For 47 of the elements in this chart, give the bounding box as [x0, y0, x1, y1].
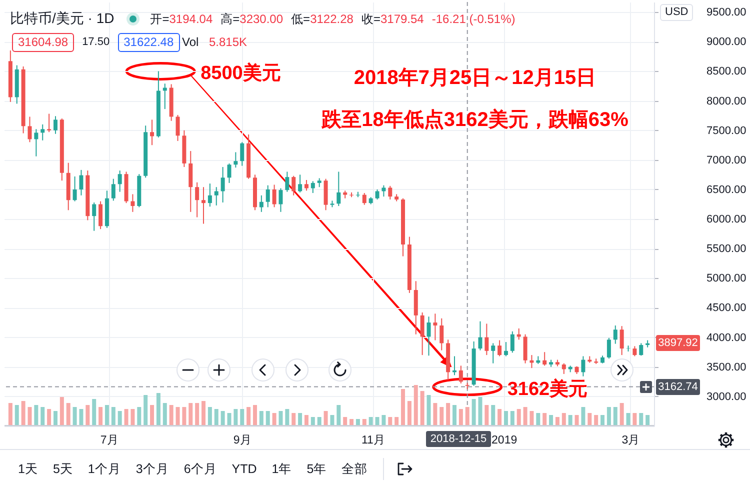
annotation: 跌至18年低点3162美元，跌幅63%	[322, 108, 628, 132]
text: 1个月	[88, 460, 121, 478]
annotation: 17.50	[82, 36, 110, 48]
y-tick-label: 7500.00	[706, 124, 746, 137]
y-tick-label: 4000.00	[706, 332, 746, 344]
y-tick-label: 8000.00	[706, 95, 746, 108]
y-tick-label: 6500.00	[706, 184, 746, 196]
text: 全部	[342, 460, 368, 478]
y-tick-label: 9000.00	[706, 36, 746, 48]
annotation: 低=3122.28	[291, 12, 354, 26]
x-tick-label: 3月	[622, 434, 640, 446]
annotation: 8500美元	[200, 63, 281, 86]
chart-title: Vol	[182, 35, 199, 49]
price-field: 31604.98	[12, 32, 74, 52]
y-tick-label: 7000.00	[706, 154, 746, 166]
price-field: 31622.48	[118, 32, 180, 52]
ref-line-label: 3162.74	[656, 378, 700, 395]
text: 6个月	[184, 460, 217, 478]
y-tick-label: 4500.00	[706, 302, 746, 314]
text: 5天	[52, 460, 73, 478]
x-tick-label: 2019	[492, 434, 518, 446]
ref-line-label: 2018-12-15	[426, 431, 491, 447]
y-tick-label: 5500.00	[706, 243, 746, 256]
x-tick-label: 9月	[233, 434, 252, 446]
annotation: 收=3179.54	[361, 12, 424, 26]
y-tick-label: 8500.00	[706, 66, 746, 78]
annotation: 3897.92	[656, 335, 700, 352]
text: 比特币/美元 · 1D	[10, 10, 114, 28]
y-tick-label: 3500.00	[706, 361, 746, 374]
y-tick-label: 3000.00	[706, 390, 746, 403]
annotation: 开=3194.04	[150, 12, 213, 26]
x-tick-label: 7月	[100, 434, 119, 446]
text: 1天	[18, 460, 38, 478]
annotation: 5.815K	[209, 34, 248, 51]
text: 5年	[306, 460, 327, 478]
text: 1年	[272, 460, 292, 478]
text: 3个月	[136, 460, 169, 478]
y-tick-label: 5000.00	[706, 272, 746, 285]
text: YTD	[232, 462, 257, 476]
y-axis-title: USD	[660, 4, 694, 21]
x-tick-label: 11月	[362, 434, 386, 446]
annotation: -16.21 (-0.51%)	[432, 12, 516, 26]
y-tick-label: 9500.00	[706, 6, 746, 19]
annotation: 2018年7月25日～12月15日	[354, 66, 596, 90]
annotation: 3162美元	[507, 378, 588, 401]
y-tick-label: 6000.00	[706, 214, 746, 226]
annotation: 高=3230.00	[220, 12, 284, 26]
